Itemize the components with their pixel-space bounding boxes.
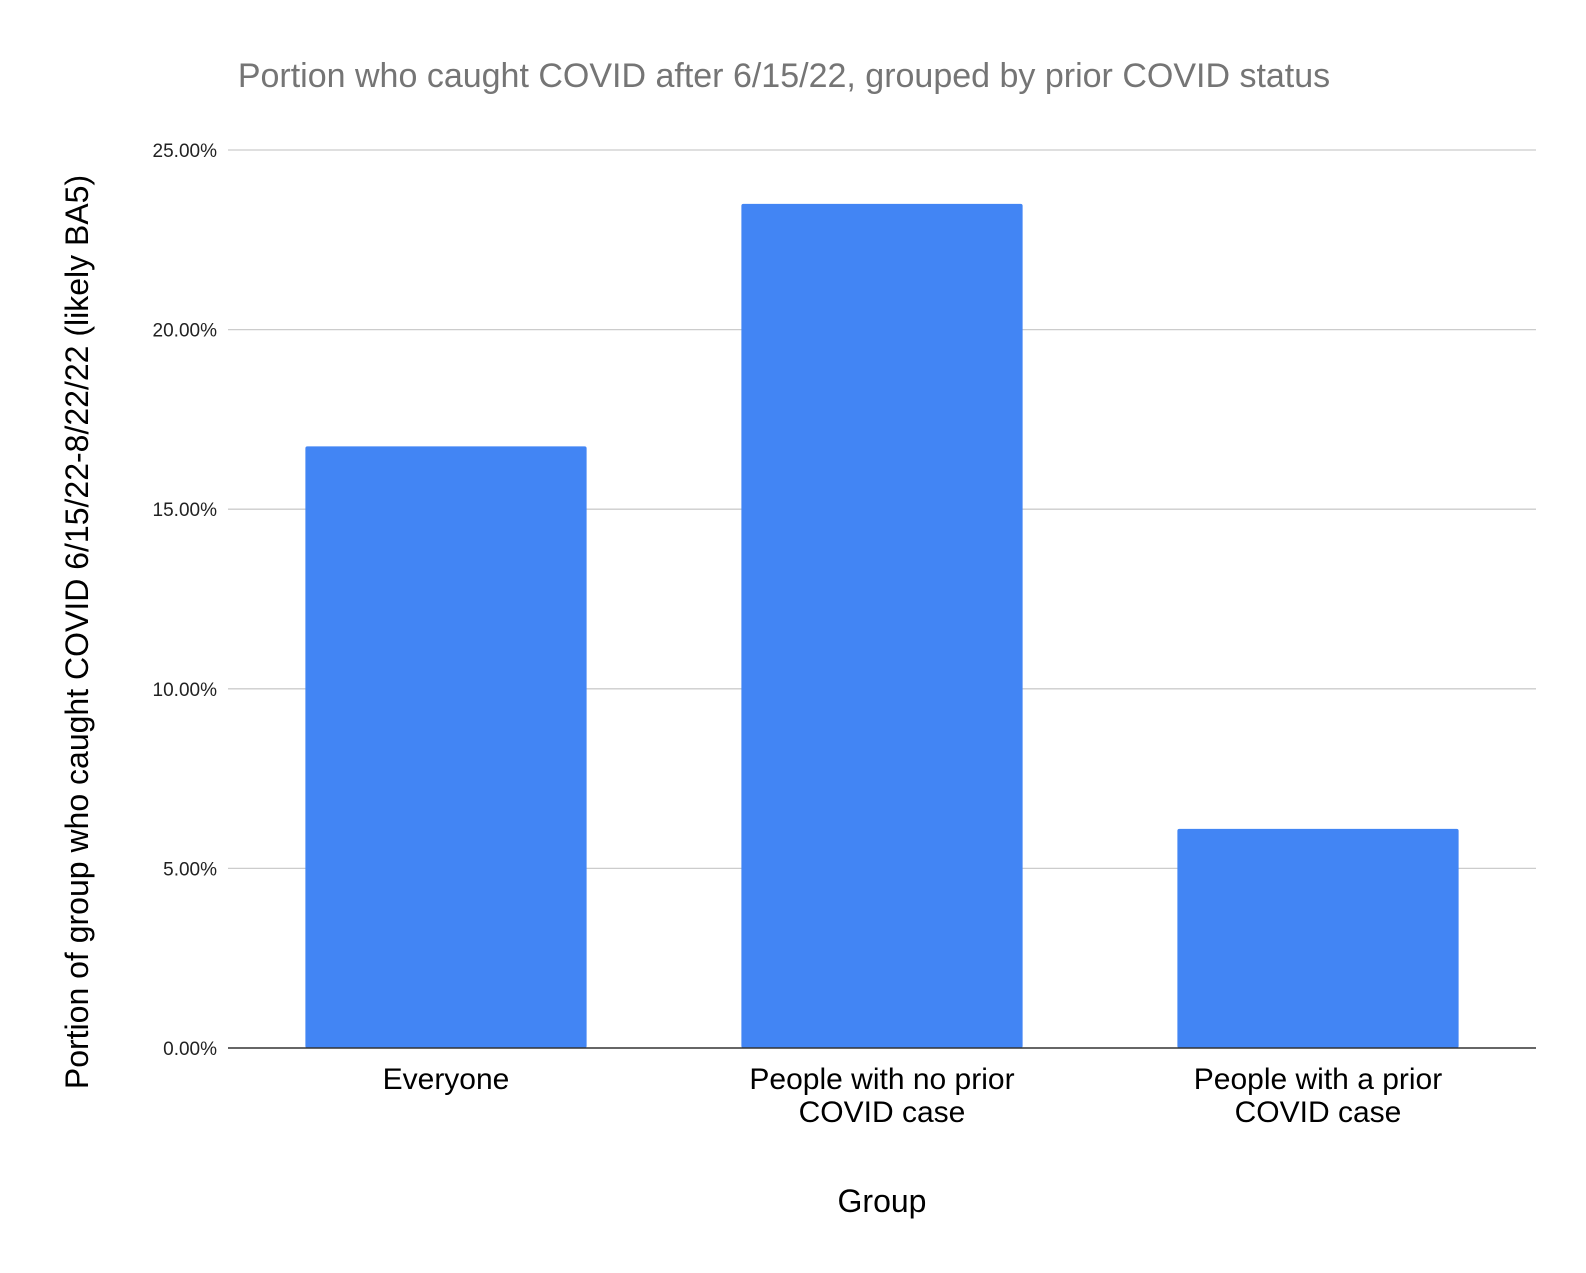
y-tick-label: 15.00%	[153, 500, 218, 521]
chart-title: Portion who caught COVID after 6/15/22, …	[238, 57, 1330, 95]
y-tick-labels: 0.00% 5.00% 10.00% 15.00% 20.00% 25.00%	[153, 141, 218, 1060]
y-tick-label: 5.00%	[163, 859, 217, 880]
bars	[305, 203, 1459, 1049]
y-tick-label: 25.00%	[153, 141, 218, 162]
y-tick-label: 10.00%	[153, 680, 218, 701]
category-labels: Everyone People with no prior COVID case Pe…	[383, 1063, 1443, 1129]
bar	[741, 203, 1023, 1048]
bar	[305, 446, 587, 1049]
y-tick-label: 0.00%	[163, 1039, 217, 1060]
y-axis-title: Portion of group who caught COVID 6/15/2…	[59, 175, 95, 1089]
category-label: People with a prior COVID case	[1194, 1063, 1442, 1129]
category-label: People with no prior COVID case	[749, 1063, 1014, 1129]
category-label: Everyone	[383, 1063, 510, 1096]
bar	[1177, 828, 1459, 1048]
y-tick-label: 20.00%	[153, 321, 218, 342]
x-axis-title: Group	[838, 1183, 927, 1219]
